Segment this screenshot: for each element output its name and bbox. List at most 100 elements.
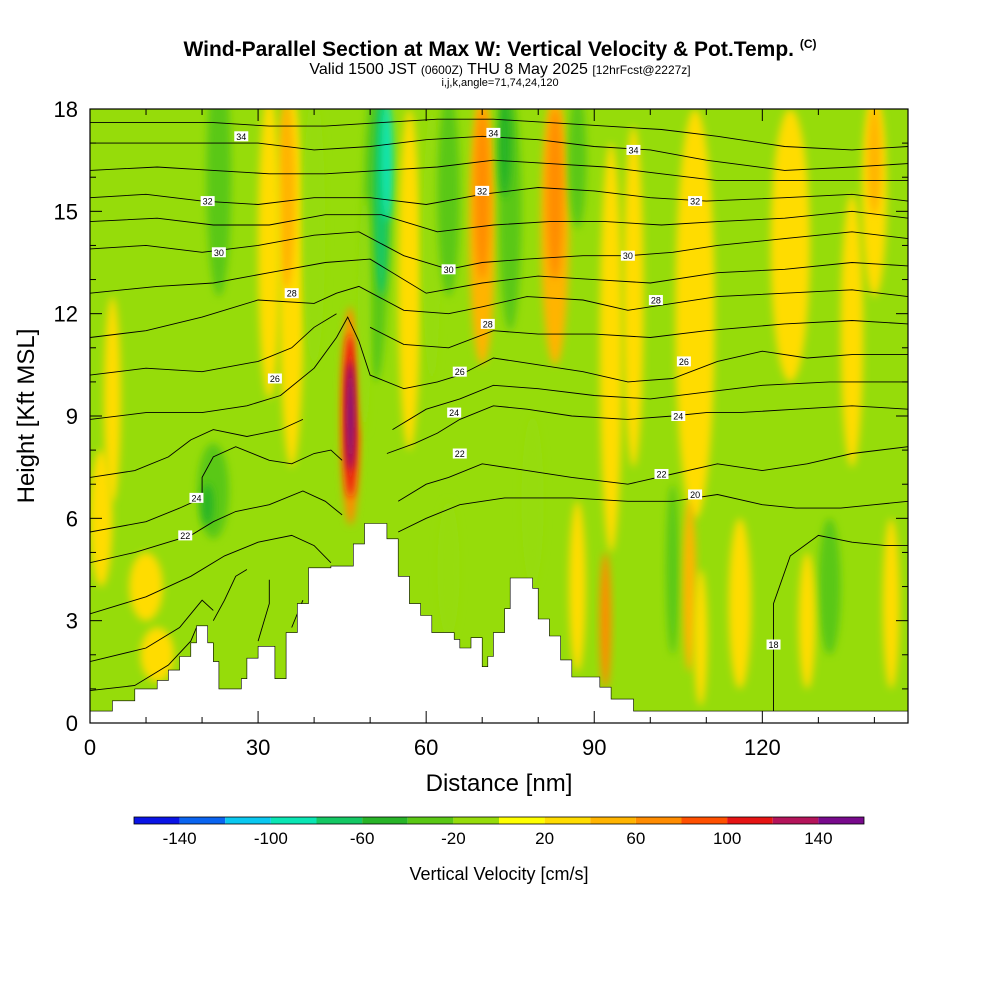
velocity-cell — [867, 109, 882, 215]
theta-label-box — [211, 247, 226, 258]
theta-isoline — [90, 418, 304, 478]
theta-label: 24 — [191, 493, 201, 503]
velocity-cell — [437, 109, 460, 297]
velocity-cell — [202, 484, 214, 526]
colorbar-segment — [407, 817, 454, 824]
colorbar-tick-label: 140 — [804, 829, 832, 848]
theta-label-box — [626, 144, 641, 155]
theta-label-box — [452, 366, 467, 377]
theta-label-box — [688, 489, 703, 500]
theta-label-box — [234, 131, 249, 142]
theta-isoline — [773, 534, 908, 712]
theta-label-box — [178, 530, 193, 541]
theta-label-box — [475, 185, 490, 196]
y-tick-label: 9 — [66, 404, 78, 429]
subtitle-date: THU 8 May 2025 — [467, 61, 588, 78]
theta-isoline — [90, 313, 337, 376]
theta-label: 30 — [444, 265, 454, 275]
terrain — [90, 523, 908, 723]
y-tick-label: 6 — [66, 506, 78, 531]
colorbar-segment — [134, 817, 180, 824]
y-tick-label: 15 — [54, 199, 78, 224]
theta-isoline — [90, 599, 214, 663]
velocity-cell — [346, 361, 355, 471]
velocity-cell — [277, 109, 296, 290]
velocity-cell — [665, 484, 680, 655]
theta-label: 34 — [488, 128, 498, 138]
colorbar-segment — [727, 817, 773, 824]
theta-label: 26 — [679, 357, 689, 367]
theta-label: 32 — [477, 186, 487, 196]
chart-title-text: Wind-Parallel Section at Max W: Vertical… — [183, 38, 794, 61]
colorbar-tick-label: -140 — [163, 829, 197, 848]
colorbar-tick-label: -20 — [441, 829, 466, 848]
colorbar-segment — [544, 817, 591, 824]
velocity-cell — [623, 126, 644, 468]
colorbar-segment — [316, 817, 363, 824]
theta-isoline — [90, 446, 343, 533]
colorbar-segment — [772, 817, 819, 824]
theta-label-box — [648, 295, 663, 306]
theta-label-box — [671, 411, 686, 421]
theta-label-box — [267, 373, 282, 384]
chart-title: Wind-Parallel Section at Max W: Vertical… — [0, 37, 1000, 62]
colorbar-tick-label: 100 — [713, 829, 741, 848]
theta-isoline — [90, 534, 332, 615]
theta-label-box — [676, 356, 691, 367]
theta-isoline — [212, 569, 248, 621]
theta-label: 22 — [180, 531, 190, 541]
colorbar-segment — [818, 817, 864, 824]
velocity-cell — [129, 552, 163, 621]
velocity-cell — [422, 109, 441, 382]
x-axis-label: Distance [nm] — [426, 770, 573, 797]
velocity-cell — [569, 501, 586, 672]
theta-label: 22 — [455, 449, 465, 459]
x-axis: 0 30 60 90 120 — [84, 109, 875, 760]
velocity-cell — [568, 109, 587, 229]
velocity-cell — [437, 501, 460, 638]
y-tick-label: 12 — [54, 302, 78, 327]
theta-isoline — [397, 446, 908, 502]
velocity-cell — [140, 627, 175, 683]
theta-label-box — [447, 407, 462, 418]
theta-isoline — [90, 490, 343, 564]
velocity-cell — [258, 109, 281, 399]
colorbar-tick-label: -100 — [254, 829, 288, 848]
colorbar-tick-label: 60 — [626, 829, 645, 848]
velocity-cell — [599, 143, 623, 553]
theta-isoline — [90, 135, 908, 171]
x-tick-label: 0 — [84, 735, 96, 760]
y-tick-label: 18 — [54, 97, 78, 122]
theta-isoline — [369, 320, 908, 349]
velocity-cell — [599, 552, 612, 689]
theta-label: 34 — [628, 145, 638, 155]
velocity-cell — [497, 109, 512, 198]
y-axis: 0 3 6 9 12 15 18 — [54, 97, 908, 736]
velocity-cell — [357, 194, 372, 434]
theta-label-box — [688, 196, 703, 207]
theta-label-box — [284, 288, 299, 299]
theta-isoline — [257, 579, 270, 642]
theta-label: 24 — [673, 412, 683, 422]
y-tick-label: 0 — [66, 711, 78, 736]
colorbar-segment — [590, 817, 636, 824]
theta-isoline — [90, 627, 197, 692]
colorbar-segment — [635, 817, 682, 824]
theta-label-box — [620, 250, 635, 261]
copyright-mark: (C) — [799, 37, 817, 51]
theta-label: 34 — [236, 132, 246, 142]
x-tick-label: 120 — [744, 735, 781, 760]
theta-label-box — [200, 196, 215, 207]
colorbar-label: Vertical Velocity [cm/s] — [409, 864, 588, 884]
y-tick-label: 3 — [66, 609, 78, 634]
colorbar-frame — [133, 816, 865, 825]
colorbar-segment — [270, 817, 317, 824]
theta-label-box — [189, 492, 204, 503]
theta-label: 26 — [270, 374, 280, 384]
section-params: i,j,k,angle=71,74,24,120 — [441, 77, 559, 89]
colorbar-segment — [225, 817, 271, 824]
theta-isolines — [90, 118, 908, 712]
chart-subtitle: Valid 1500 JST (0600Z) THU 8 May 2025 [1… — [0, 61, 1000, 79]
theta-label: 26 — [455, 367, 465, 377]
